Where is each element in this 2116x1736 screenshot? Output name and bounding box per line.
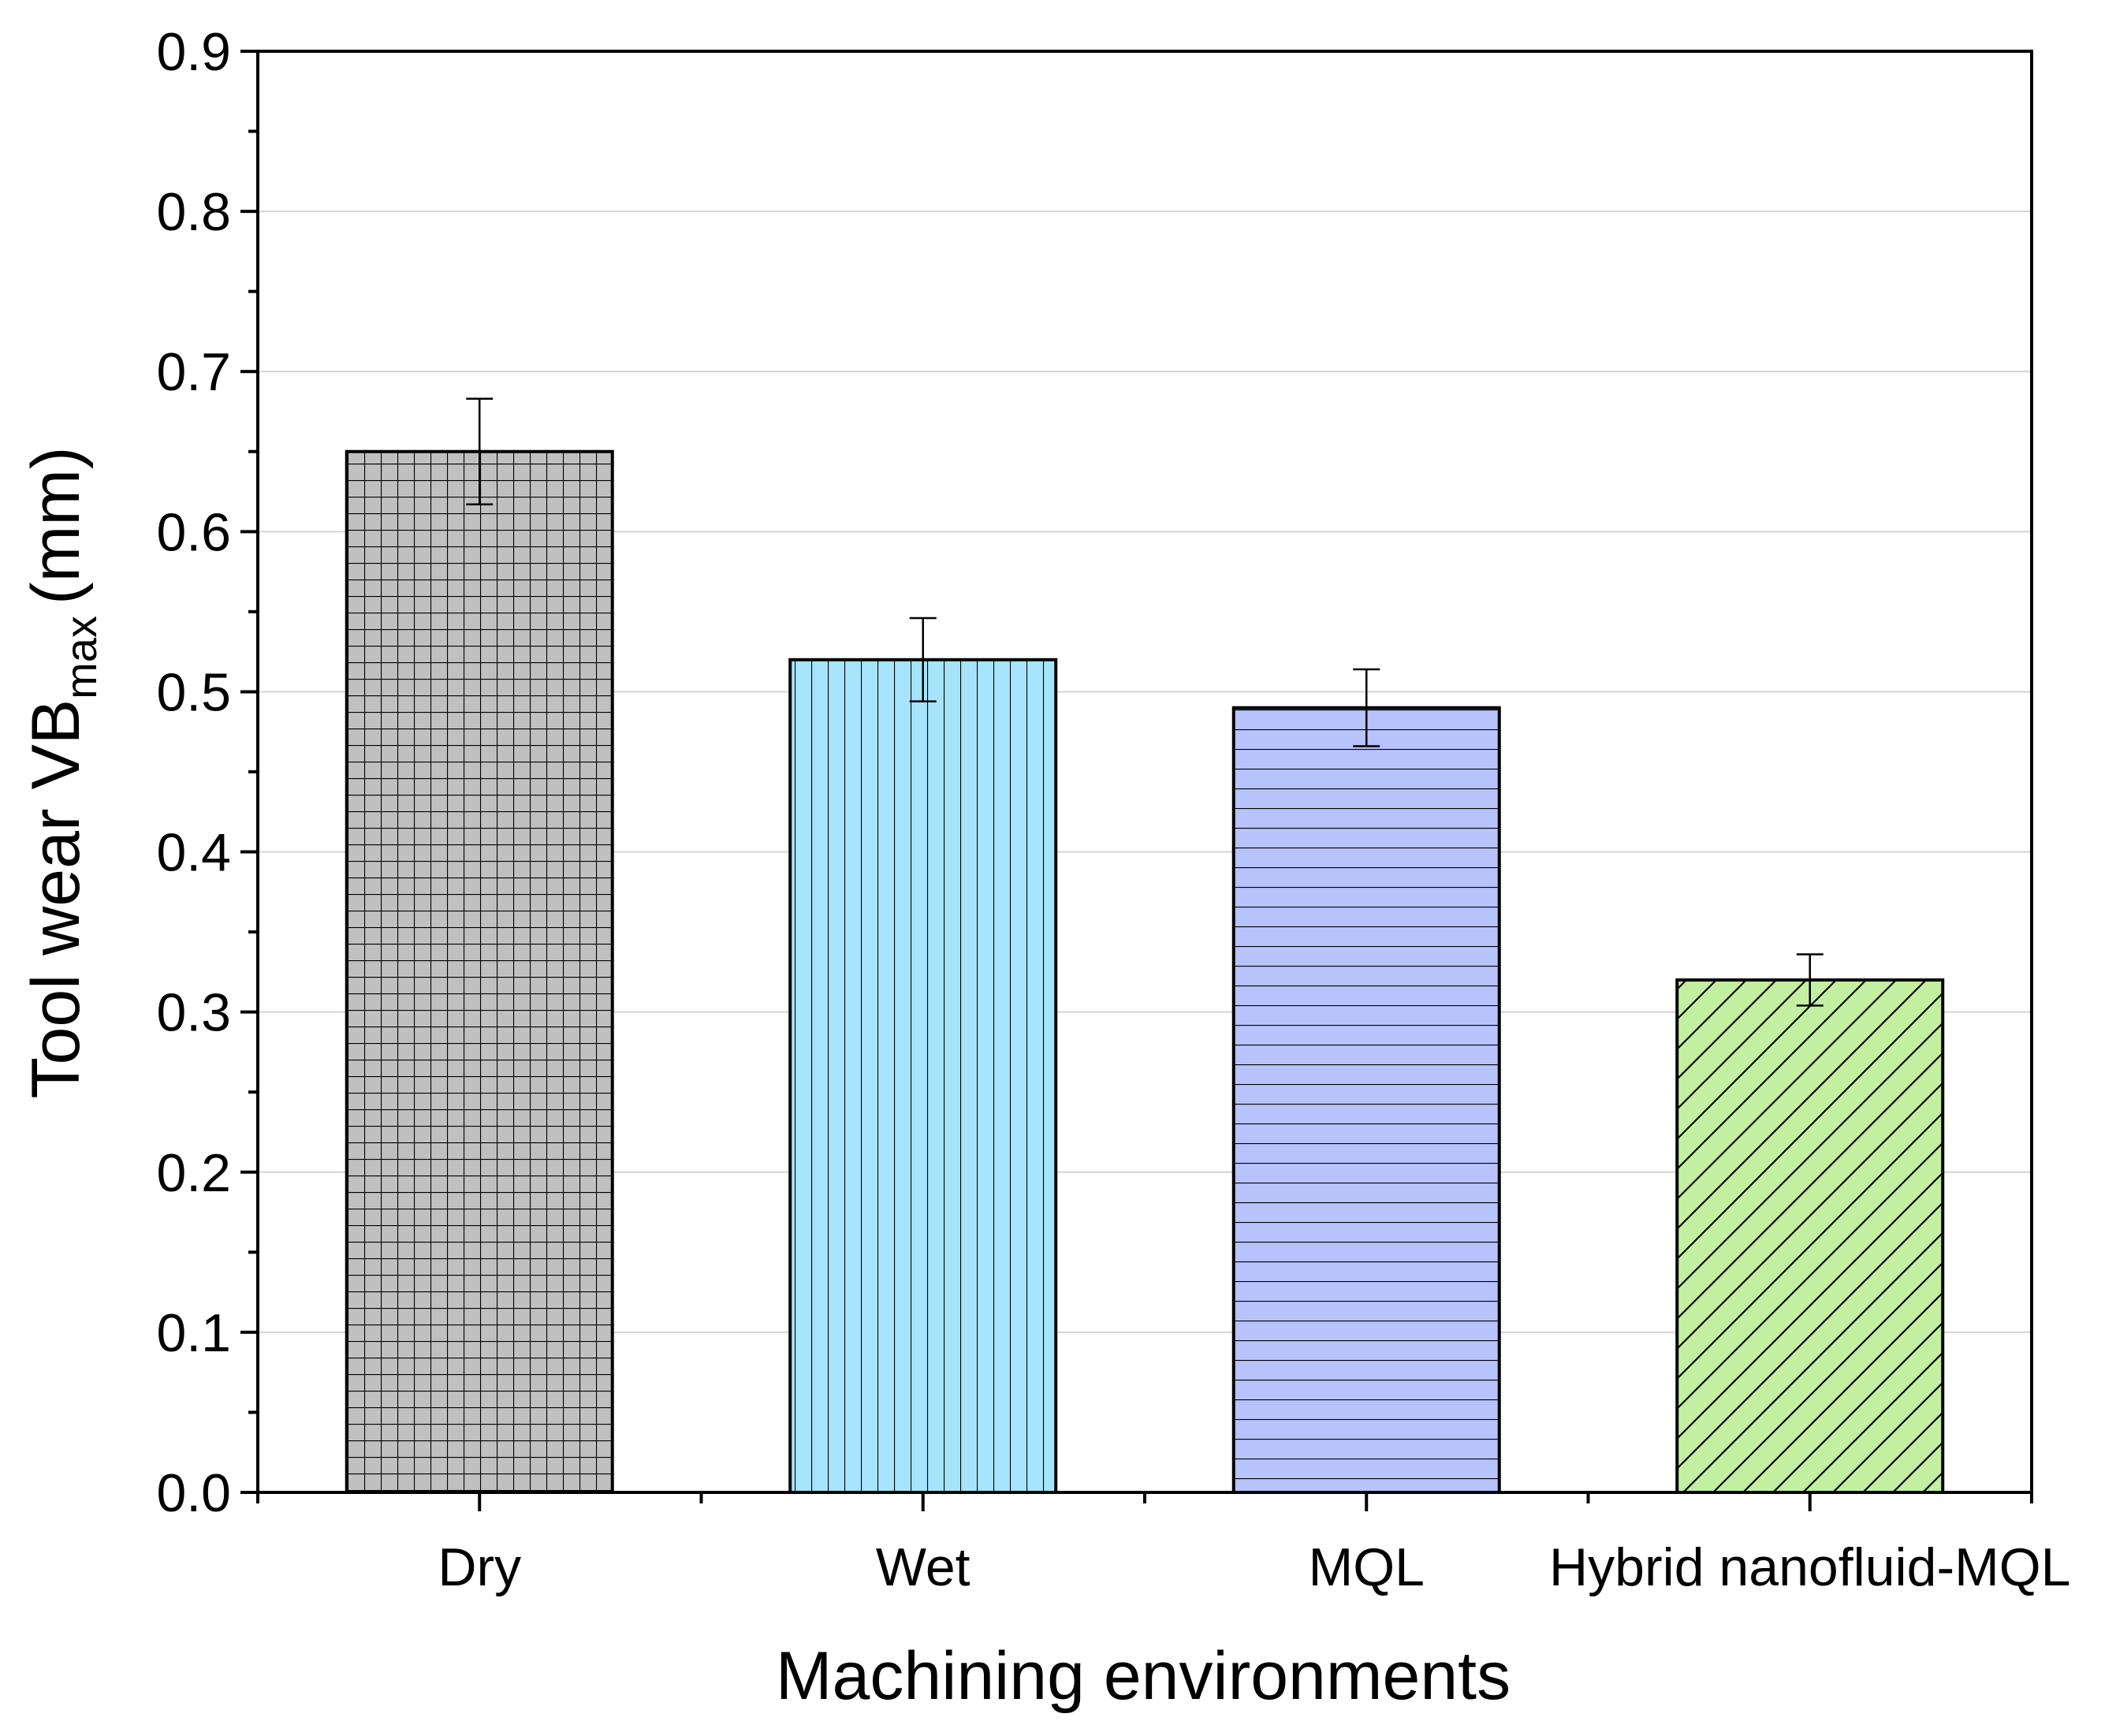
error-bar bbox=[1353, 668, 1380, 747]
bar-hatch bbox=[1677, 980, 1943, 1492]
y-tick-label: 0.0 bbox=[156, 1463, 231, 1523]
y-tick-label: 0.8 bbox=[156, 182, 231, 242]
bar-mql bbox=[1231, 706, 1501, 1494]
y-axis-title-main: Tool wear VB bbox=[18, 699, 94, 1099]
y-axis: 0.0 0.1 0.2 0.3 0.4 0.5 0.6 0.7 0.8 0.9 bbox=[156, 22, 258, 1523]
x-axis: Dry Wet MQL Hybrid nanofluid-MQL bbox=[256, 1492, 2070, 1597]
x-tick-label: Dry bbox=[438, 1537, 521, 1597]
y-tick-label: 0.2 bbox=[156, 1143, 231, 1203]
error-bar bbox=[1796, 953, 1824, 1007]
error-bar bbox=[909, 617, 937, 702]
x-tick-label: Wet bbox=[876, 1537, 970, 1597]
y-tick-label: 0.1 bbox=[156, 1303, 231, 1363]
x-tick-label: Hybrid nanofluid-MQL bbox=[1549, 1537, 2070, 1597]
bar-wet bbox=[788, 658, 1058, 1494]
y-tick-label: 0.6 bbox=[156, 502, 231, 562]
error-bars bbox=[466, 397, 1824, 1007]
bar-hatch bbox=[1233, 707, 1499, 1492]
bar-hatch bbox=[346, 451, 613, 1492]
y-axis-title-subscript: max bbox=[56, 616, 106, 699]
y-axis-title: Tool wear VBmax (mm) bbox=[18, 446, 106, 1098]
x-axis-title: Machining environments bbox=[776, 1638, 1511, 1714]
bar-hybrid-nanofluid-mql bbox=[1675, 978, 1945, 1494]
bar-hatch bbox=[790, 659, 1056, 1492]
y-tick-label: 0.3 bbox=[156, 983, 231, 1043]
y-tick-label: 0.7 bbox=[156, 342, 231, 402]
x-tick-label: MQL bbox=[1309, 1537, 1425, 1597]
y-tick-label: 0.4 bbox=[156, 823, 231, 883]
error-bar bbox=[466, 397, 494, 506]
y-axis-title-unit: (mm) bbox=[18, 446, 94, 605]
y-tick-label: 0.9 bbox=[156, 22, 231, 82]
bar-dry bbox=[345, 449, 614, 1494]
y-tick-label: 0.5 bbox=[156, 662, 231, 722]
bars bbox=[345, 449, 1945, 1494]
